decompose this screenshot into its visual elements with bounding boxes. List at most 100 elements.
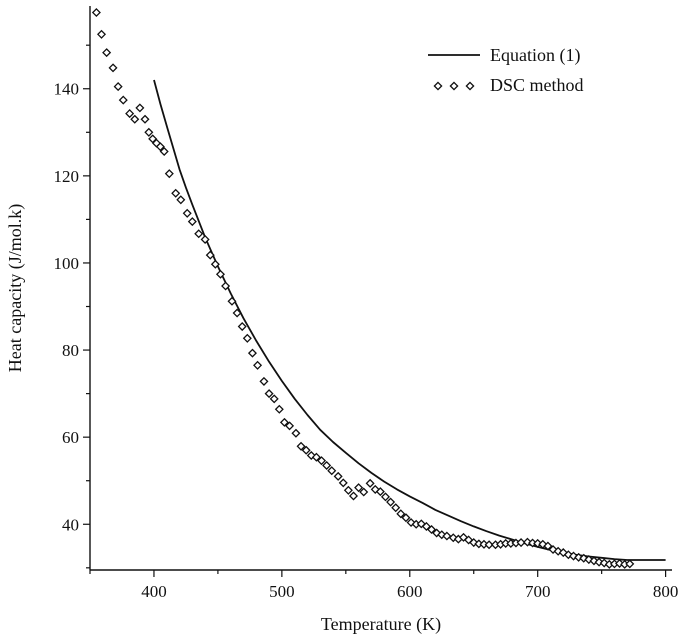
dsc-point xyxy=(469,538,479,548)
dsc-point xyxy=(237,322,247,332)
dsc-point xyxy=(210,259,220,269)
dsc-point xyxy=(574,552,584,562)
dsc-point xyxy=(148,134,158,144)
dsc-point xyxy=(113,82,123,92)
dsc-point xyxy=(338,478,348,488)
series-0 xyxy=(153,79,666,561)
dsc-point xyxy=(432,528,442,538)
dsc-point xyxy=(386,497,396,507)
series-1 xyxy=(91,8,635,569)
dsc-point xyxy=(579,553,589,563)
dsc-point xyxy=(401,513,411,523)
dsc-point xyxy=(427,524,437,535)
x-tick-label: 600 xyxy=(397,582,423,601)
x-axis-ticks: 400 500 600 700 800 xyxy=(89,570,679,601)
dsc-point xyxy=(108,63,118,73)
dsc-point xyxy=(421,521,431,531)
dsc-point xyxy=(317,456,327,466)
dsc-point xyxy=(200,234,210,244)
dsc-point xyxy=(291,428,301,438)
dsc-point xyxy=(221,281,231,291)
dsc-point xyxy=(253,360,263,370)
dsc-point xyxy=(625,559,635,569)
dsc-point xyxy=(516,538,526,548)
dsc-point xyxy=(205,250,215,260)
dsc-point xyxy=(232,308,242,318)
dsc-point xyxy=(194,229,204,239)
dsc-point xyxy=(296,441,306,451)
dsc-point xyxy=(416,519,426,529)
dsc-point xyxy=(354,483,364,493)
dsc-point xyxy=(135,103,145,113)
dsc-point xyxy=(182,208,192,218)
legend: Equation (1) DSC method xyxy=(428,45,584,95)
dsc-point xyxy=(548,545,558,555)
dsc-point xyxy=(327,466,337,476)
dsc-point xyxy=(333,471,343,481)
legend-label-dsc: DSC method xyxy=(490,75,584,95)
dsc-point xyxy=(171,188,181,198)
dsc-point xyxy=(484,540,494,550)
dsc-point xyxy=(176,195,186,205)
dsc-point xyxy=(359,487,369,497)
dsc-point xyxy=(615,558,625,568)
equation-line xyxy=(153,79,666,561)
dsc-point xyxy=(247,348,257,358)
legend-entry-equation: Equation (1) xyxy=(428,45,580,66)
dsc-point xyxy=(91,8,101,18)
dsc-point xyxy=(264,389,274,399)
legend-entry-dsc: DSC method xyxy=(433,75,584,95)
dsc-point xyxy=(391,503,401,513)
dsc-point xyxy=(343,485,353,495)
dsc-point xyxy=(227,296,237,306)
dsc-point xyxy=(301,445,311,455)
dsc-point xyxy=(125,109,135,119)
y-tick-label: 60 xyxy=(62,428,79,447)
dsc-point xyxy=(584,555,594,565)
dsc-point xyxy=(406,518,416,528)
dsc-point xyxy=(118,95,128,105)
dsc-point xyxy=(102,48,112,58)
dsc-point xyxy=(396,509,406,519)
x-tick-label: 400 xyxy=(141,582,167,601)
dsc-point xyxy=(311,452,321,462)
dsc-point xyxy=(155,142,165,152)
y-tick-label: 120 xyxy=(54,167,80,186)
y-tick-label: 80 xyxy=(62,341,79,360)
dsc-point xyxy=(259,376,269,386)
dsc-point xyxy=(594,557,604,567)
y-axis-ticks: 40 60 80 100 120 140 xyxy=(54,44,90,569)
dsc-point xyxy=(279,417,289,427)
legend-diamond xyxy=(465,81,475,91)
x-tick-label: 800 xyxy=(653,582,679,601)
dsc-point xyxy=(269,394,279,404)
dsc-point xyxy=(285,421,295,431)
series-layer xyxy=(91,8,666,569)
dsc-point xyxy=(380,492,390,502)
dsc-point xyxy=(538,539,548,549)
dsc-point xyxy=(164,169,174,179)
y-axis-title: Heat capacity (J/mol.k) xyxy=(5,204,26,372)
dsc-point xyxy=(159,146,169,156)
dsc-point xyxy=(464,535,474,545)
plot-frame xyxy=(89,6,672,571)
dsc-point xyxy=(306,450,316,460)
dsc-point xyxy=(568,551,579,561)
y-tick-label: 140 xyxy=(54,80,80,99)
y-tick-label: 100 xyxy=(54,254,80,273)
x-axis-title: Temperature (K) xyxy=(321,614,441,635)
legend-label-equation: Equation (1) xyxy=(490,45,580,66)
legend-marker-swatch xyxy=(433,81,475,91)
dsc-point xyxy=(543,541,553,551)
dsc-point xyxy=(242,333,252,343)
dsc-point xyxy=(215,269,225,279)
dsc-point xyxy=(442,531,452,541)
dsc-point xyxy=(274,404,284,414)
x-tick-label: 700 xyxy=(525,582,551,601)
dsc-point xyxy=(365,478,375,488)
y-tick-label: 40 xyxy=(62,515,79,534)
dsc-point xyxy=(140,114,150,124)
dsc-point xyxy=(187,217,197,227)
dsc-point xyxy=(130,114,140,124)
